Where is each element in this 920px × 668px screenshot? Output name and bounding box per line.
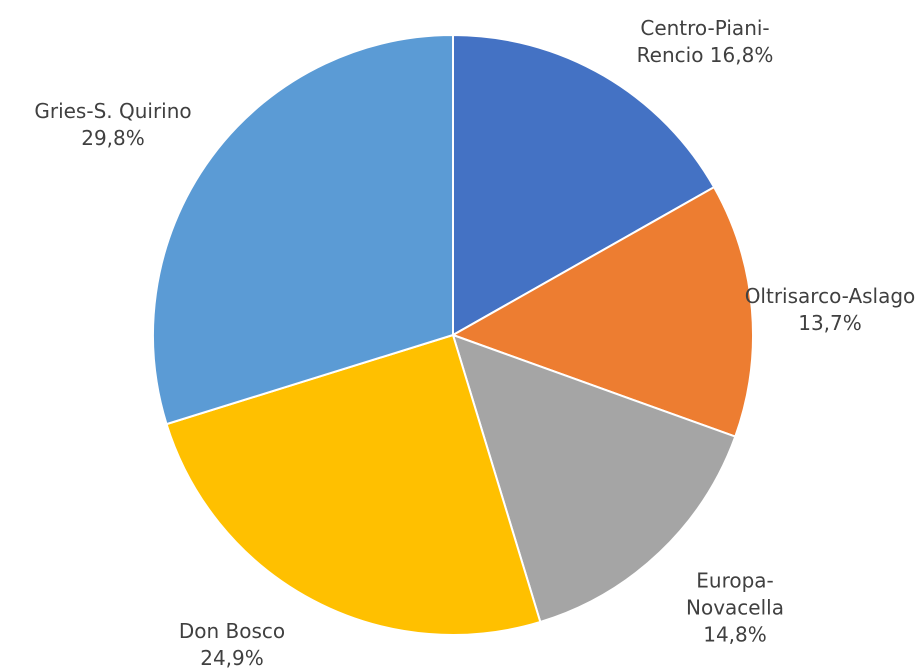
value-label: 14,8% (703, 622, 767, 647)
slice-label: Europa-Novacella 14,8% (675, 568, 795, 649)
value-label: 29,8% (81, 126, 145, 150)
category-label: Don Bosco (178, 619, 286, 643)
pie-slice (450, 185, 754, 438)
value-label: 24,9% (200, 646, 264, 668)
slice-label: Gries-S. Quirino 29,8% (33, 98, 193, 152)
slice-label: Don Bosco 24,9% (172, 618, 292, 668)
category-label: Centro-Piani-Rencio (636, 16, 770, 67)
pie-slice (165, 333, 542, 636)
slice-label: Oltrisarco-Aslago 13,7% (743, 283, 918, 337)
slice-label: Centro-Piani-Rencio 16,8% (615, 15, 795, 69)
category-label: Oltrisarco-Aslago (744, 284, 916, 308)
category-label: Europa-Novacella (686, 568, 784, 620)
pie-slice (451, 333, 737, 624)
value-label: 16,8% (709, 43, 774, 67)
category-label: Gries-S. Quirino (34, 99, 192, 123)
pie-slice (152, 33, 454, 426)
pie-slice (452, 33, 716, 337)
value-label: 13,7% (798, 311, 862, 335)
